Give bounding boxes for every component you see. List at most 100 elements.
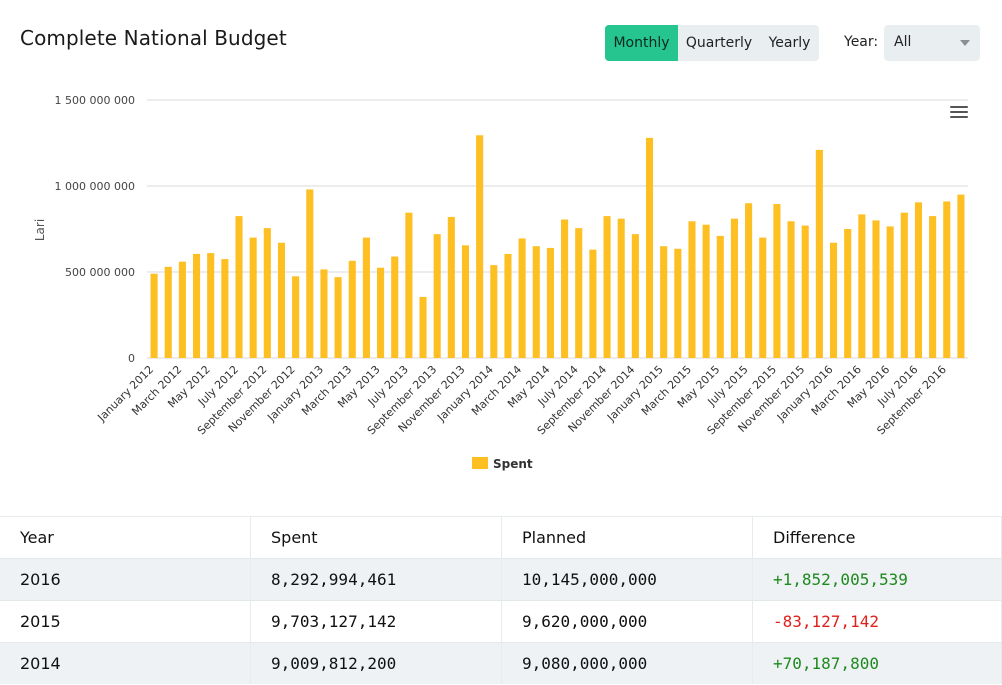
bar[interactable] xyxy=(362,237,370,358)
y-axis-ticks: 0 500 000 000 1 000 000 000 1 500 000 000 xyxy=(55,94,135,365)
chevron-down-icon xyxy=(960,40,970,46)
year-select-value: All xyxy=(894,34,912,50)
bar[interactable] xyxy=(447,216,455,358)
bar[interactable] xyxy=(433,234,441,358)
bar[interactable] xyxy=(461,245,470,358)
year-label: Year: xyxy=(844,34,879,50)
bar[interactable] xyxy=(858,214,866,358)
bar[interactable] xyxy=(546,247,554,358)
table-row: 2016 8,292,994,461 10,145,000,000 +1,852… xyxy=(0,558,1002,601)
year-select[interactable]: All xyxy=(884,25,980,61)
bar[interactable] xyxy=(405,212,413,358)
bar[interactable] xyxy=(631,234,639,358)
cell-spent: 9,009,812,200 xyxy=(250,642,502,684)
bar-series-spent xyxy=(150,135,965,358)
period-toggle: Monthly Quarterly Yearly xyxy=(605,25,819,61)
bar[interactable] xyxy=(929,216,937,358)
bar[interactable] xyxy=(150,273,158,358)
bar[interactable] xyxy=(292,276,300,358)
yearly-button[interactable]: Yearly xyxy=(768,35,811,51)
monthly-button[interactable]: Monthly xyxy=(605,25,678,61)
bar[interactable] xyxy=(872,220,880,358)
bar[interactable] xyxy=(914,202,922,358)
bar[interactable] xyxy=(716,235,724,358)
bar[interactable] xyxy=(603,216,611,358)
bar[interactable] xyxy=(645,137,654,358)
bar[interactable] xyxy=(759,237,767,358)
y-tick-label: 0 xyxy=(128,352,135,365)
cell-year: 2015 xyxy=(0,600,251,643)
bar[interactable] xyxy=(702,224,710,358)
bar[interactable] xyxy=(504,253,512,358)
bar[interactable] xyxy=(787,221,795,358)
bar[interactable] xyxy=(249,237,257,358)
cell-difference: +1,852,005,539 xyxy=(752,558,1002,601)
bar[interactable] xyxy=(773,204,781,358)
bar[interactable] xyxy=(660,246,668,358)
bar[interactable] xyxy=(348,260,356,358)
menu-icon[interactable] xyxy=(950,106,968,120)
column-header-difference: Difference xyxy=(752,516,1002,559)
bar[interactable] xyxy=(844,229,852,358)
bar[interactable] xyxy=(900,212,908,358)
column-header-year: Year xyxy=(0,516,251,559)
bar[interactable] xyxy=(943,201,951,358)
cell-difference: +70,187,800 xyxy=(752,642,1002,684)
bar[interactable] xyxy=(377,267,385,358)
quarterly-button[interactable]: Quarterly xyxy=(685,35,753,51)
bar[interactable] xyxy=(730,218,738,358)
page-title: Complete National Budget xyxy=(20,26,287,50)
bar[interactable] xyxy=(164,266,172,358)
cell-difference: -83,127,142 xyxy=(752,600,1002,643)
bar[interactable] xyxy=(476,135,484,358)
bar[interactable] xyxy=(617,218,625,358)
bar[interactable] xyxy=(320,269,328,358)
bar[interactable] xyxy=(235,216,243,358)
bar[interactable] xyxy=(801,225,809,358)
bar[interactable] xyxy=(306,189,314,358)
bar[interactable] xyxy=(490,265,498,358)
bar[interactable] xyxy=(193,253,201,358)
bar[interactable] xyxy=(334,277,342,358)
bar[interactable] xyxy=(575,228,583,358)
bar[interactable] xyxy=(207,253,215,358)
table-row: 2014 9,009,812,200 9,080,000,000 +70,187… xyxy=(0,642,1002,684)
legend-label-spent[interactable]: Spent xyxy=(493,457,533,471)
bar[interactable] xyxy=(886,226,894,358)
bar[interactable] xyxy=(419,296,427,358)
cell-year: 2014 xyxy=(0,642,251,684)
y-axis-label: Lari xyxy=(33,219,47,241)
bar[interactable] xyxy=(277,242,286,358)
column-header-planned: Planned xyxy=(501,516,753,559)
bar[interactable] xyxy=(178,261,186,358)
y-tick-label: 500 000 000 xyxy=(65,266,135,279)
bar[interactable] xyxy=(745,203,753,358)
cell-planned: 9,080,000,000 xyxy=(501,642,753,684)
y-tick-label: 1 000 000 000 xyxy=(55,180,135,193)
column-header-spent: Spent xyxy=(250,516,502,559)
bar[interactable] xyxy=(561,219,569,358)
bar[interactable] xyxy=(518,238,526,358)
bar[interactable] xyxy=(957,194,965,358)
bar[interactable] xyxy=(263,228,271,358)
bar[interactable] xyxy=(674,248,682,358)
bar[interactable] xyxy=(532,246,540,358)
cell-planned: 10,145,000,000 xyxy=(501,558,753,601)
cell-spent: 8,292,994,461 xyxy=(250,558,502,601)
bar[interactable] xyxy=(589,249,597,358)
bar[interactable] xyxy=(688,221,696,358)
legend-swatch-spent xyxy=(472,457,488,469)
budget-chart: 0 500 000 000 1 000 000 000 1 500 000 000 L… xyxy=(33,94,968,471)
table-header-row: Year Spent Planned Difference xyxy=(0,516,1002,559)
cell-planned: 9,620,000,000 xyxy=(501,600,753,643)
bar[interactable] xyxy=(221,259,229,358)
legend[interactable]: Spent xyxy=(472,457,533,471)
bar[interactable] xyxy=(815,149,823,358)
bar[interactable] xyxy=(829,242,838,358)
cell-year: 2016 xyxy=(0,558,251,601)
cell-spent: 9,703,127,142 xyxy=(250,600,502,643)
budget-table: Year Spent Planned Difference 2016 8,292… xyxy=(0,516,1002,684)
y-tick-label: 1 500 000 000 xyxy=(55,94,135,107)
bar[interactable] xyxy=(391,256,399,358)
